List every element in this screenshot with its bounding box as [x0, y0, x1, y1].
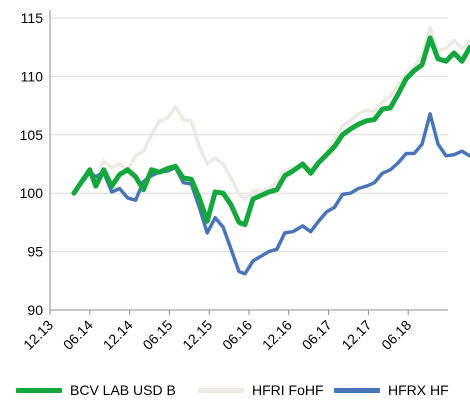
legend-item-hfri-fohf: HFRI FoHF: [198, 376, 324, 404]
x-tick-label-12.16: 12.16: [259, 317, 295, 353]
x-tick-label-06.18: 06.18: [378, 317, 414, 353]
series-line-hfri-fohf: [72, 25, 470, 201]
legend-swatch-bcv-lab-usd-b: [16, 387, 62, 393]
x-tick-label-06.14: 06.14: [60, 317, 96, 353]
y-tick-label-105: 105: [20, 127, 44, 143]
x-tick-label-12.14: 12.14: [100, 317, 136, 353]
series-line-bcv-lab-usd-b: [71, 35, 470, 228]
legend-swatch-hfri-fohf: [198, 387, 244, 393]
x-tick-label-12.15: 12.15: [179, 317, 215, 353]
legend-label-hfrx-hf: HFRX HF: [388, 382, 449, 398]
x-tick-label-12.13: 12.13: [20, 317, 56, 353]
y-tick-label-100: 100: [20, 185, 44, 201]
x-tick-label-06.16: 06.16: [219, 317, 255, 353]
y-tick-label-115: 115: [21, 10, 44, 26]
legend-swatch-hfrx-hf: [334, 387, 380, 393]
legend-label-bcv-lab-usd-b: BCV LAB USD B: [70, 382, 176, 398]
legend-item-bcv-lab-usd-b: BCV LAB USD B: [16, 376, 176, 404]
x-tick-label-12.17: 12.17: [338, 317, 374, 353]
axis-layer: [49, 10, 448, 315]
legend-item-hfrx-hf: HFRX HF: [334, 376, 449, 404]
x-tick-label-06.15: 06.15: [139, 317, 175, 353]
x-tick-label-06.17: 06.17: [299, 317, 335, 353]
series-layer: [71, 25, 470, 276]
y-tick-label-95: 95: [27, 244, 43, 260]
legend-label-hfri-fohf: HFRI FoHF: [252, 382, 324, 398]
series-line-hfrx-hf: [72, 112, 470, 276]
y-tick-label-110: 110: [21, 68, 44, 84]
y-tick-label-90: 90: [27, 302, 43, 318]
chart-legend: BCV LAB USD B HFRI FoHF HFRX HF: [0, 376, 470, 404]
